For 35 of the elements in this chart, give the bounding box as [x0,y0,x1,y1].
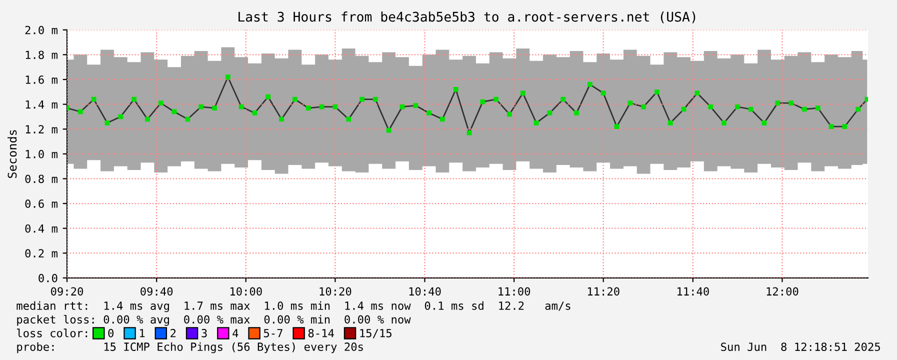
legend-label: 15/15 [360,329,392,338]
y-tick-label: 0.0 [38,274,58,282]
y-tick-label: 0.2 m [25,249,58,258]
legend-title: loss color: [17,328,88,338]
y-tick-label: 1.6 m [26,75,58,84]
y-tick-label: 1.0 m [26,150,58,158]
y-tick-label: 0.6 m [25,200,58,208]
x-tick-label: 09:20 [51,287,84,296]
x-tick-label: 09:40 [140,287,173,296]
legend-label: 3 [202,328,207,338]
x-tick-label: 10:40 [409,287,441,296]
x-tick-label: 11:20 [588,287,620,296]
chart-title: Last 3 Hours from be4c3ab5e5b3 to a.root-servers.net (USA) [238,12,696,24]
legend-label: 0 [108,328,114,338]
y-tick-label: 0.4 m [25,224,58,233]
text: Sun Jun 8 12:18:51 2025 [721,342,880,352]
text: median rtt: 1.4 ms avg 1.7 ms max 1.0 ms min 1.4 ms now 0.1 ms sd 12.2 am/s [16,301,570,312]
y-tick-label: 0.8 m [25,174,58,184]
legend-label: 5-7 [264,329,282,338]
y-tick-label: 2.0 m [25,26,58,34]
legend-label: 1 [140,329,145,338]
y-tick-label: 1.2 m [26,125,58,134]
x-tick-label: 11:40 [678,287,709,296]
y-axis-title: Seconds [8,130,17,178]
legend-label: 4 [232,329,238,338]
legend-label: 2 [170,328,176,338]
x-tick-label: 11:00 [498,287,530,296]
text: packet loss: 0.00 % avg 0.00 % max 0.00 % min 0.00 % now [17,314,411,326]
x-tick-label: 10:20 [320,287,352,296]
legend-label: 8-14 [308,328,334,338]
x-tick-label: 10:00 [230,287,262,296]
y-tick-label: 1.4 m [26,100,58,109]
x-tick-label: 12:00 [766,287,798,296]
text: probe: 15 ICMP Echo Pings (56 Bytes) every 20s [17,342,363,354]
y-tick-label: 1.8 m [26,50,58,60]
